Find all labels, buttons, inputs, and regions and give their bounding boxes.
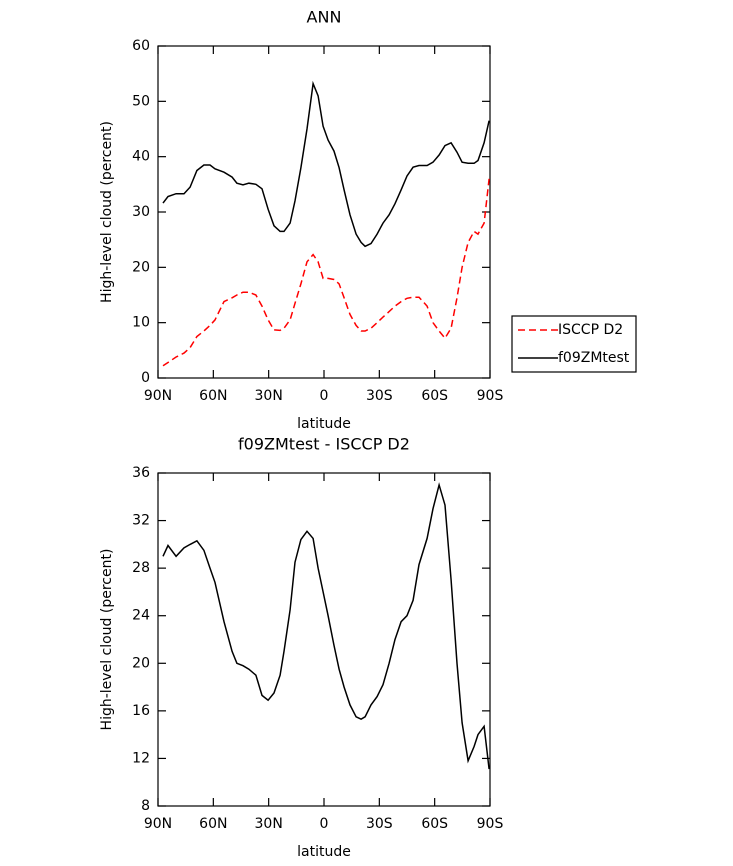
x-tick-label: 30N: [255, 388, 283, 404]
y-tick-label: 40: [132, 149, 150, 165]
x-tick-label: 90N: [144, 816, 172, 832]
y-tick-label: 12: [132, 750, 150, 766]
x-tick-label: 30S: [366, 388, 393, 404]
y-tick-label: 30: [132, 204, 150, 220]
y-tick-label: 0: [141, 370, 150, 386]
legend-label: ISCCP D2: [558, 322, 623, 338]
x-tick-label: 60N: [199, 816, 227, 832]
chart-title: f09ZMtest - ISCCP D2: [238, 435, 410, 454]
x-tick-label: 90S: [477, 816, 504, 832]
x-tick-label: 0: [320, 388, 329, 404]
x-tick-label: 60N: [199, 388, 227, 404]
x-tick-label: 90S: [477, 388, 504, 404]
legend-label: f09ZMtest: [558, 350, 630, 366]
x-tick-label: 60S: [421, 816, 448, 832]
x-tick-label: 0: [320, 816, 329, 832]
y-tick-label: 60: [132, 38, 150, 54]
data-line: [162, 178, 490, 367]
x-tick-label: 90N: [144, 388, 172, 404]
y-tick-label: 20: [132, 655, 150, 671]
x-tick-label: 60S: [421, 388, 448, 404]
y-axis-label: High-level cloud (percent): [99, 121, 115, 303]
y-tick-label: 16: [132, 703, 150, 719]
x-tick-label: 30N: [255, 816, 283, 832]
chart-title: ANN: [307, 8, 342, 27]
legend-box: [511, 315, 637, 373]
data-line: [162, 80, 490, 248]
y-axis-label: High-level cloud (percent): [99, 549, 115, 731]
x-axis-label: latitude: [297, 844, 351, 860]
y-tick-label: 32: [132, 513, 150, 529]
y-tick-label: 10: [132, 315, 150, 331]
y-tick-label: 28: [132, 560, 150, 576]
y-tick-label: 20: [132, 259, 150, 275]
plot-frame: [157, 472, 491, 807]
x-axis-label: latitude: [297, 416, 351, 432]
y-tick-label: 36: [132, 465, 150, 481]
x-tick-label: 30S: [366, 816, 393, 832]
y-tick-label: 50: [132, 93, 150, 109]
y-tick-label: 24: [132, 608, 150, 624]
data-line: [162, 482, 490, 770]
y-tick-label: 8: [141, 798, 150, 814]
